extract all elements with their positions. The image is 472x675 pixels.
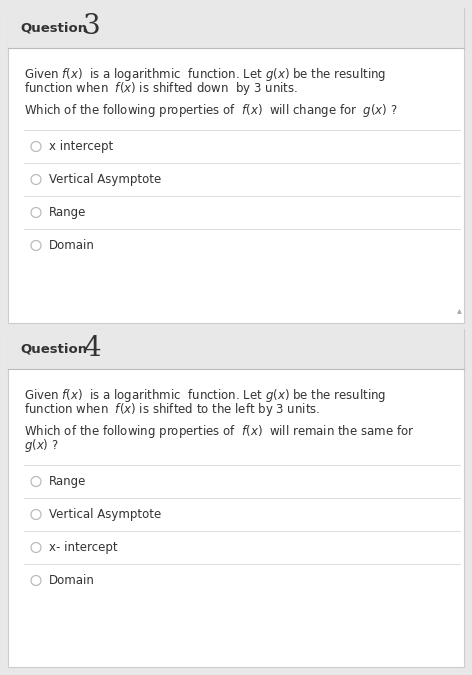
Text: function when  $f(x)$ is shifted to the left by 3 units.: function when $f(x)$ is shifted to the l… — [24, 401, 320, 418]
Text: Range: Range — [49, 475, 86, 488]
Bar — [8, 329, 464, 667]
Text: Question: Question — [20, 22, 87, 34]
Text: Range: Range — [49, 206, 86, 219]
Text: x- intercept: x- intercept — [49, 541, 118, 554]
Text: Domain: Domain — [49, 239, 95, 252]
Text: 3: 3 — [83, 14, 101, 40]
Text: Given $f(x)$  is a logarithmic  function. Let $g(x)$ be the resulting: Given $f(x)$ is a logarithmic function. … — [24, 66, 387, 83]
Text: Vertical Asymptote: Vertical Asymptote — [49, 173, 161, 186]
Text: $g(x)$ ?: $g(x)$ ? — [24, 437, 59, 454]
Text: Which of the following properties of  $f(x)$  will remain the same for: Which of the following properties of $f(… — [24, 423, 414, 440]
Text: function when  $f(x)$ is shifted down  by 3 units.: function when $f(x)$ is shifted down by … — [24, 80, 298, 97]
Text: Which of the following properties of  $f(x)$  will change for  $g(x)$ ?: Which of the following properties of $f(… — [24, 102, 397, 119]
Text: Vertical Asymptote: Vertical Asymptote — [49, 508, 161, 521]
Text: ▴: ▴ — [457, 305, 462, 315]
Text: 4: 4 — [83, 335, 101, 362]
Text: Domain: Domain — [49, 574, 95, 587]
Bar — [8, 8, 464, 323]
Bar — [8, 8, 464, 48]
Text: Given $f(x)$  is a logarithmic  function. Let $g(x)$ be the resulting: Given $f(x)$ is a logarithmic function. … — [24, 387, 387, 404]
Text: x intercept: x intercept — [49, 140, 113, 153]
Bar — [8, 329, 464, 369]
Text: Question: Question — [20, 342, 87, 356]
